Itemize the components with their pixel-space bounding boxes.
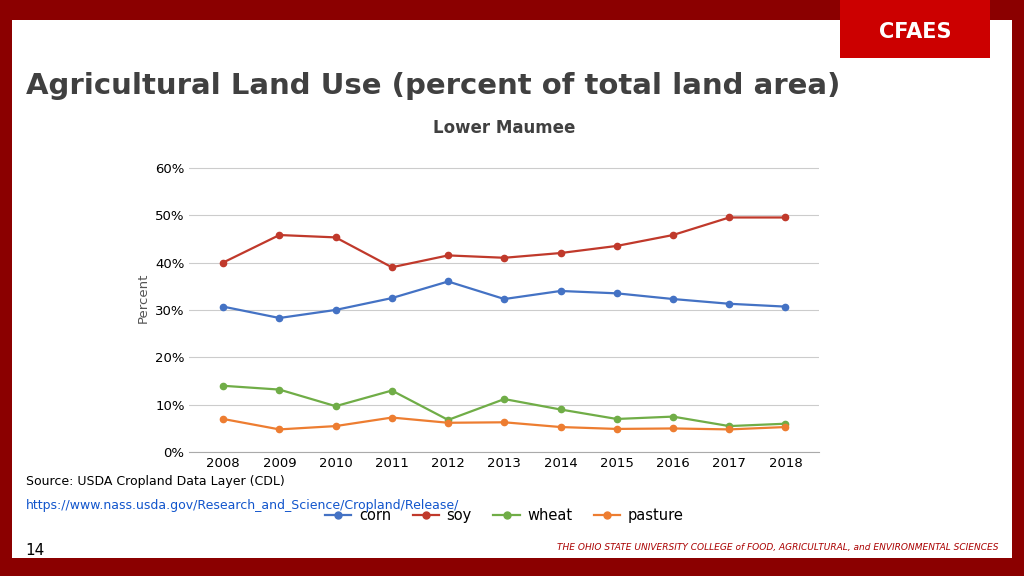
wheat bbox=[723, 423, 735, 430]
corn bbox=[554, 287, 566, 294]
Line: pasture: pasture bbox=[220, 414, 788, 433]
Text: CFAES: CFAES bbox=[879, 22, 951, 42]
soy bbox=[442, 252, 455, 259]
pasture bbox=[442, 419, 455, 426]
Y-axis label: Percent: Percent bbox=[136, 273, 150, 323]
corn bbox=[273, 314, 286, 321]
soy bbox=[217, 259, 229, 266]
wheat bbox=[442, 416, 455, 423]
corn bbox=[330, 306, 342, 313]
corn bbox=[779, 303, 792, 310]
pasture bbox=[610, 426, 623, 433]
wheat bbox=[217, 382, 229, 389]
Line: corn: corn bbox=[220, 278, 788, 321]
corn bbox=[442, 278, 455, 285]
wheat bbox=[554, 406, 566, 413]
soy bbox=[779, 214, 792, 221]
pasture bbox=[330, 423, 342, 430]
corn bbox=[499, 295, 511, 302]
corn bbox=[723, 300, 735, 307]
Legend: corn, soy, wheat, pasture: corn, soy, wheat, pasture bbox=[319, 503, 689, 529]
wheat bbox=[499, 396, 511, 403]
pasture bbox=[779, 423, 792, 430]
wheat bbox=[386, 387, 398, 394]
wheat bbox=[667, 413, 679, 420]
corn bbox=[386, 295, 398, 302]
Text: Agricultural Land Use (percent of total land area): Agricultural Land Use (percent of total … bbox=[26, 72, 840, 100]
Text: Source: USDA Cropland Data Layer (CDL): Source: USDA Cropland Data Layer (CDL) bbox=[26, 475, 285, 488]
soy bbox=[330, 234, 342, 241]
pasture bbox=[723, 426, 735, 433]
wheat bbox=[330, 403, 342, 410]
soy bbox=[610, 242, 623, 249]
soy bbox=[499, 255, 511, 262]
wheat bbox=[779, 420, 792, 427]
soy bbox=[554, 249, 566, 256]
pasture bbox=[554, 423, 566, 430]
corn bbox=[217, 303, 229, 310]
Line: soy: soy bbox=[220, 214, 788, 270]
wheat bbox=[273, 386, 286, 393]
soy bbox=[273, 232, 286, 238]
pasture bbox=[667, 425, 679, 432]
pasture bbox=[499, 419, 511, 426]
Text: THE OHIO STATE UNIVERSITY COLLEGE of FOOD, AGRICULTURAL, and ENVIRONMENTAL SCIEN: THE OHIO STATE UNIVERSITY COLLEGE of FOO… bbox=[557, 543, 998, 552]
soy bbox=[667, 232, 679, 238]
wheat bbox=[610, 415, 623, 422]
soy bbox=[386, 264, 398, 271]
pasture bbox=[273, 426, 286, 433]
pasture bbox=[386, 414, 398, 421]
Title: Lower Maumee: Lower Maumee bbox=[433, 119, 575, 137]
corn bbox=[610, 290, 623, 297]
pasture bbox=[217, 415, 229, 422]
Text: 14: 14 bbox=[26, 543, 45, 558]
soy bbox=[723, 214, 735, 221]
corn bbox=[667, 295, 679, 302]
Text: https://www.nass.usda.gov/Research_and_Science/Cropland/Release/: https://www.nass.usda.gov/Research_and_S… bbox=[26, 499, 459, 513]
Line: wheat: wheat bbox=[220, 382, 788, 429]
